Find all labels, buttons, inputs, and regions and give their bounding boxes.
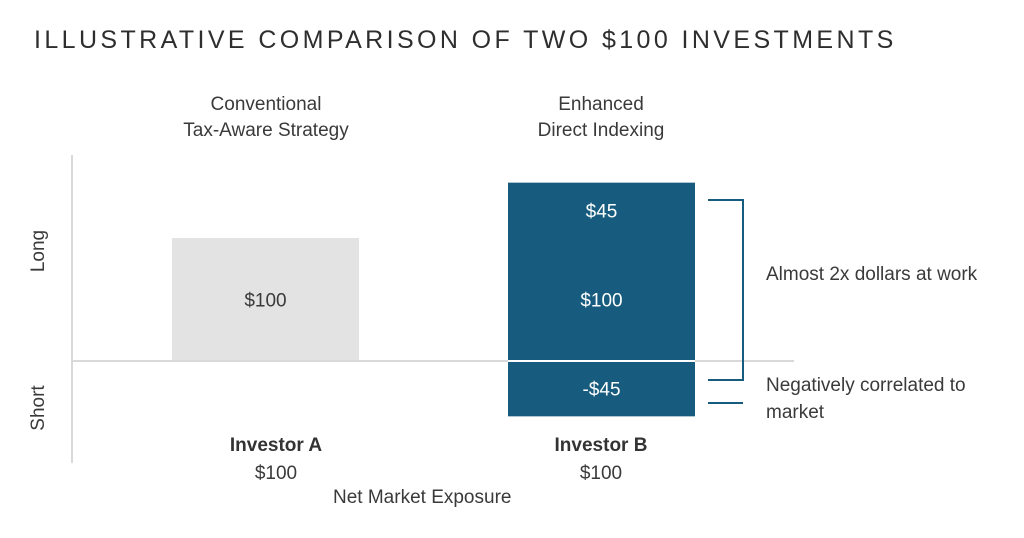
investor-a-name: Investor A	[229, 435, 323, 456]
bracket-2x-dollars	[708, 199, 744, 381]
bar-segment-b-1	[508, 238, 695, 361]
strategy-header-a-line2: Tax-Aware Strategy	[183, 120, 349, 141]
bar-segment-b-2	[508, 182, 695, 238]
x-axis-label: Net Market Exposure	[333, 487, 512, 508]
strategy-header-b-line1: Enhanced	[558, 94, 644, 115]
investor-b-net-exposure: $100	[579, 463, 623, 484]
bar-value-label-3: -$45	[582, 380, 620, 401]
bar-value-label-0: $100	[244, 291, 286, 312]
investor-a-net-exposure: $100	[254, 463, 298, 484]
bar-value-label-1: $100	[580, 291, 622, 312]
strategy-header-b: Enhanced Direct Indexing	[471, 92, 731, 144]
bar-segment-b-3	[508, 361, 695, 417]
bar-value-label-2: $45	[586, 201, 618, 222]
chart-title: ILLUSTRATIVE COMPARISON OF TWO $100 INVE…	[34, 26, 897, 54]
investor-a-label: Investor A $100	[176, 432, 376, 488]
annotation-negative-correlation: Negatively correlated to market	[766, 375, 966, 423]
strategy-header-a-line1: Conventional	[210, 94, 322, 115]
bar-segment-a-0	[172, 238, 359, 361]
strategy-header-a: Conventional Tax-Aware Strategy	[136, 92, 396, 144]
annotation-2x-dollars: Almost 2x dollars at work	[766, 264, 978, 285]
strategy-header-b-line2: Direct Indexing	[537, 120, 665, 141]
investor-b-label: Investor B $100	[501, 432, 701, 488]
investor-b-name: Investor B	[554, 435, 648, 456]
